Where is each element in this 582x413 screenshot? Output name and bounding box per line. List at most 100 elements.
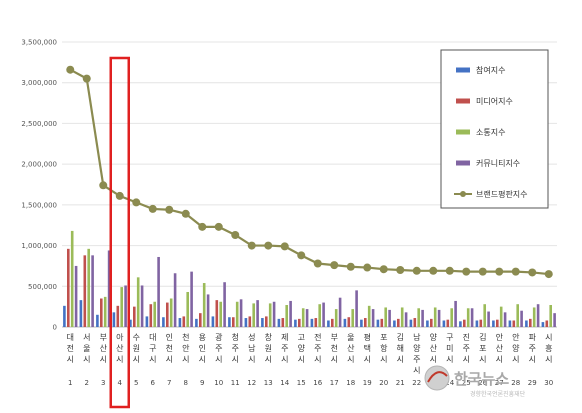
index-line-point bbox=[346, 262, 355, 271]
rank-label: 19 bbox=[363, 379, 372, 387]
bar bbox=[186, 291, 189, 327]
legend-label: 미디어지수 bbox=[476, 96, 513, 106]
index-line-point bbox=[363, 263, 372, 272]
bar bbox=[314, 318, 318, 327]
bar bbox=[96, 314, 99, 327]
watermark-name: 한국뉴스 bbox=[454, 370, 509, 388]
bar bbox=[232, 317, 235, 327]
rank-label: 20 bbox=[379, 379, 388, 387]
bar bbox=[145, 316, 149, 327]
bar bbox=[166, 302, 169, 327]
bar bbox=[426, 320, 429, 327]
legend-label: 참여지수 bbox=[476, 65, 505, 75]
bar bbox=[149, 304, 153, 327]
bar bbox=[384, 307, 387, 327]
index-line-point bbox=[148, 204, 157, 213]
rank-label: 12 bbox=[247, 379, 256, 387]
y-tick-label: 2,500,000 bbox=[21, 120, 57, 128]
index-line-point bbox=[396, 266, 405, 274]
bar bbox=[235, 301, 239, 327]
bar bbox=[120, 287, 123, 327]
legend-swatch bbox=[456, 129, 470, 135]
bar bbox=[371, 309, 375, 327]
x-category-labels: 대 전 시 서 울 시 부 산 시 아 산 시 수 원 시 대 구 시 인 천 시 천 안 시 용 인 시 광 주 시 청 주 시 성 남 시 창 원 시 제… bbox=[67, 332, 553, 375]
bar bbox=[107, 250, 111, 327]
bar bbox=[261, 318, 264, 327]
rank-label: 28 bbox=[511, 379, 520, 387]
bar bbox=[475, 320, 479, 327]
bar bbox=[87, 248, 90, 327]
y-tick-label: 500,000 bbox=[28, 283, 57, 291]
bar bbox=[63, 305, 66, 327]
rank-label: 21 bbox=[396, 379, 405, 387]
legend-label: 브랜드평판지수 bbox=[476, 189, 528, 199]
bar bbox=[83, 255, 87, 327]
bar bbox=[553, 313, 556, 327]
bar bbox=[318, 304, 321, 327]
bar bbox=[91, 255, 94, 327]
bar bbox=[67, 248, 70, 327]
rank-label: 5 bbox=[134, 379, 138, 387]
bar bbox=[239, 299, 243, 327]
watermark-logo-swoosh bbox=[427, 371, 448, 383]
bar bbox=[360, 319, 363, 327]
index-line-point bbox=[198, 222, 207, 231]
bar bbox=[364, 318, 367, 327]
rank-label: 15 bbox=[297, 379, 306, 387]
bar bbox=[74, 265, 78, 327]
bar bbox=[454, 300, 457, 327]
bar bbox=[199, 313, 202, 327]
bar bbox=[124, 285, 127, 327]
bar bbox=[446, 319, 450, 327]
bar bbox=[322, 302, 325, 327]
bar bbox=[157, 256, 160, 327]
bar bbox=[417, 308, 420, 327]
bar bbox=[129, 319, 132, 327]
bar bbox=[112, 312, 116, 327]
bar bbox=[503, 312, 507, 327]
index-line-point bbox=[528, 268, 537, 277]
bar bbox=[162, 317, 165, 327]
index-line-point bbox=[478, 267, 487, 276]
bar bbox=[252, 303, 255, 327]
highlight-box bbox=[109, 56, 130, 409]
index-line-point bbox=[99, 181, 108, 190]
bar bbox=[492, 320, 495, 327]
rank-label: 11 bbox=[231, 379, 240, 387]
legend-swatch bbox=[456, 67, 470, 73]
bar bbox=[520, 310, 523, 327]
bar bbox=[483, 304, 486, 327]
rank-label: 22 bbox=[412, 379, 421, 387]
bar bbox=[400, 307, 404, 327]
bar bbox=[450, 308, 453, 327]
bar bbox=[202, 283, 206, 327]
bar bbox=[272, 301, 276, 327]
index-line-point bbox=[280, 242, 289, 251]
bar bbox=[182, 316, 186, 327]
bar bbox=[463, 319, 466, 327]
y-tick-label: 1,500,000 bbox=[21, 201, 57, 209]
bar bbox=[334, 309, 338, 327]
bar bbox=[409, 319, 413, 327]
bars bbox=[63, 230, 556, 327]
bar bbox=[376, 319, 380, 327]
bar bbox=[549, 305, 552, 327]
bar bbox=[79, 300, 83, 327]
index-line-point bbox=[66, 65, 75, 74]
legend-box bbox=[440, 49, 549, 209]
index-line-point bbox=[247, 241, 256, 250]
bar bbox=[277, 318, 281, 327]
legend-swatch bbox=[456, 98, 470, 104]
